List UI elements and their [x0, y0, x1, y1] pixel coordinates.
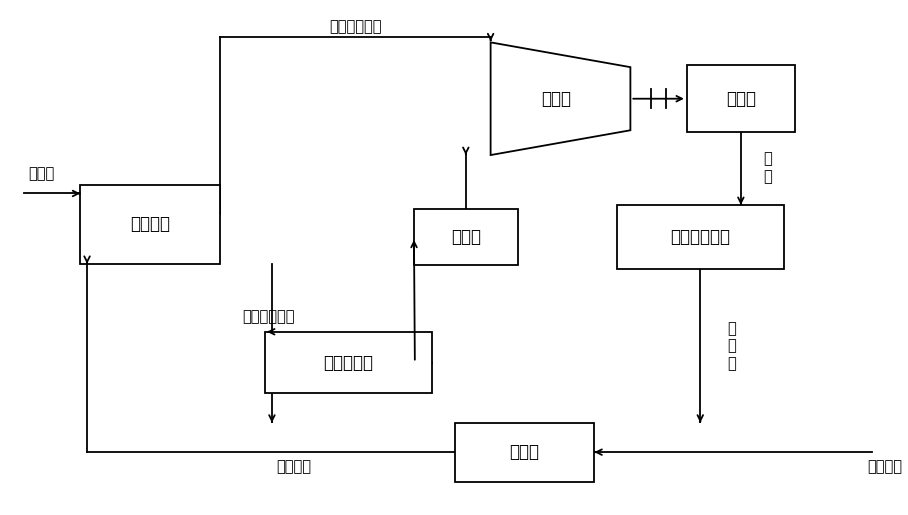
- Text: 中温中压蒸汽: 中温中压蒸汽: [329, 20, 381, 35]
- Text: 低压饱和蒸汽: 低压饱和蒸汽: [242, 309, 295, 324]
- Bar: [80, 184, 220, 264]
- Text: 发电机: 发电机: [725, 90, 755, 108]
- Text: 锅炉给水: 锅炉给水: [276, 459, 311, 474]
- Bar: [265, 332, 432, 393]
- Text: 汽水分离器: 汽水分离器: [323, 353, 373, 371]
- Bar: [686, 65, 795, 132]
- Text: 燃烧锅炉: 燃烧锅炉: [130, 215, 170, 233]
- Bar: [617, 205, 784, 269]
- Text: 除氧器: 除氧器: [509, 443, 539, 461]
- Text: 乏
汽: 乏 汽: [764, 151, 772, 184]
- Text: 汽轮机: 汽轮机: [541, 90, 571, 108]
- Text: 乏汽冷凝装置: 乏汽冷凝装置: [670, 228, 730, 246]
- Bar: [455, 423, 595, 482]
- Text: 外接蒸汽: 外接蒸汽: [868, 459, 903, 474]
- Polygon shape: [490, 42, 630, 155]
- Text: 电动阀: 电动阀: [450, 228, 481, 246]
- Text: 凝
结
水: 凝 结 水: [727, 321, 736, 371]
- Bar: [414, 209, 518, 265]
- Text: 煤气管: 煤气管: [28, 166, 54, 181]
